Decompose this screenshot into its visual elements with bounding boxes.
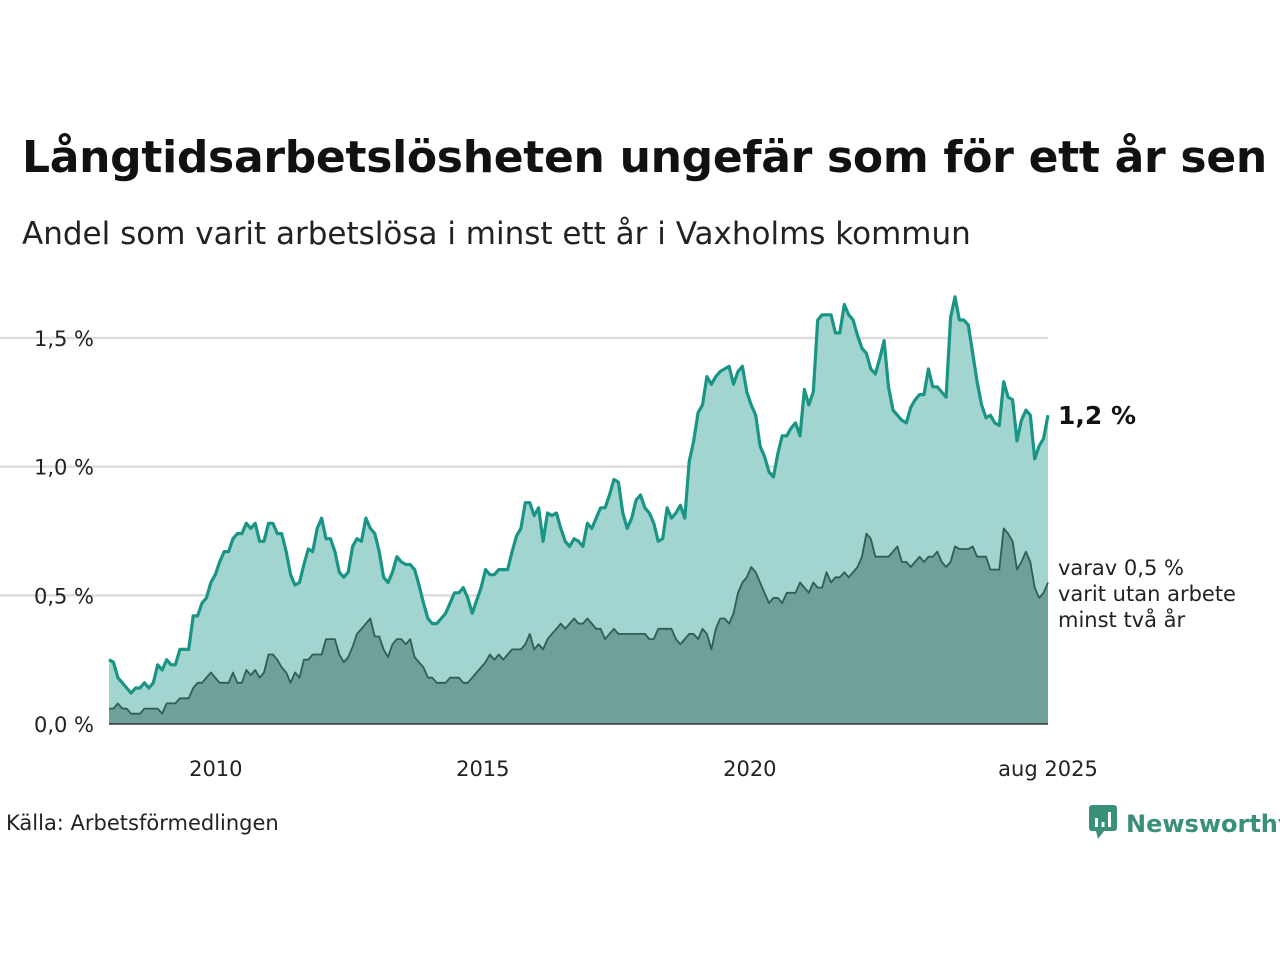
end-label-sub-line-3: minst två år bbox=[1058, 607, 1186, 632]
chart-title: Långtidsarbetslösheten ungefär som för e… bbox=[22, 132, 1267, 183]
x-tick-label: 2010 bbox=[189, 757, 242, 781]
sub-series-area bbox=[109, 528, 1048, 724]
x-tick-label: 2015 bbox=[456, 757, 509, 781]
y-axis-ticks: 0,0 % 0,5 % 1,0 % 1,5 % bbox=[34, 327, 94, 737]
end-label-main: 1,2 % bbox=[1058, 401, 1136, 430]
x-axis-ticks: 2010 2015 2020 aug 2025 bbox=[189, 757, 1098, 781]
main-series-line bbox=[108, 295, 1050, 695]
x-tick-label: aug 2025 bbox=[998, 757, 1098, 781]
end-label-sub-line-1: varav 0,5 % bbox=[1058, 556, 1184, 580]
sub-series-line bbox=[109, 527, 1049, 715]
chart-subtitle: Andel som varit arbetslösa i minst ett å… bbox=[22, 216, 971, 252]
brand-logo: Newsworthy bbox=[1088, 804, 1280, 844]
end-labels: 1,2 % varav 0,5 % varit utan arbete mins… bbox=[1058, 401, 1236, 632]
brand-name: Newsworthy bbox=[1126, 810, 1280, 838]
y-tick-label: 0,0 % bbox=[34, 713, 94, 737]
y-tick-label: 1,5 % bbox=[34, 327, 94, 351]
newsworthy-icon bbox=[1088, 804, 1118, 844]
end-label-sub-line-2: varit utan arbete bbox=[1058, 582, 1236, 606]
x-tick-label: 2020 bbox=[723, 757, 776, 781]
y-tick-label: 0,5 % bbox=[34, 584, 94, 608]
source-note: Källa: Arbetsförmedlingen bbox=[6, 811, 279, 835]
y-tick-label: 1,0 % bbox=[34, 456, 94, 480]
chart-series bbox=[108, 295, 1050, 725]
